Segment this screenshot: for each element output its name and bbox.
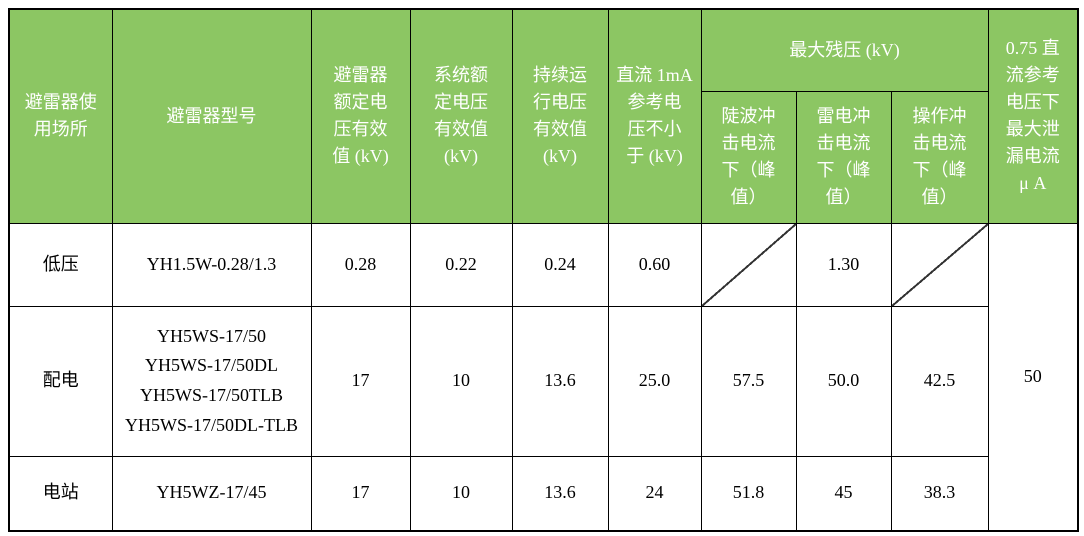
cell-switching: 42.5 (890, 305, 989, 457)
header-dc-1ma-reference-voltage: 直流 1mA 参考电 压不小 于 (kV) (607, 8, 702, 224)
cell-system-rated-voltage: 0.22 (409, 222, 513, 307)
cell-lightning: 45 (795, 455, 892, 532)
cell-steep-wave-na (700, 222, 797, 307)
cell-switching: 38.3 (890, 455, 989, 532)
cell-steep-wave: 57.5 (700, 305, 797, 457)
cell-switching-na (890, 222, 989, 307)
cell-system-rated-voltage: 10 (409, 305, 513, 457)
diagonal-slash (892, 224, 987, 305)
cell-continuous-operating-voltage: 13.6 (511, 305, 609, 457)
table-row-low-voltage: 低压 YH1.5W-0.28/1.3 0.28 0.22 0.24 0.60 1… (8, 222, 1079, 532)
cell-system-rated-voltage: 10 (409, 455, 513, 532)
header-system-rated-voltage: 系统额 定电压 有效值 (kV) (409, 8, 513, 224)
header-arrester-rated-voltage: 避雷器 额定电 压有效 值 (kV) (310, 8, 411, 224)
cell-dc-1ma: 25.0 (607, 305, 702, 457)
diagonal-slash (702, 224, 795, 305)
header-max-residual-voltage-group: 最大残压 (kV) (700, 8, 989, 92)
header-steep-wave-impulse: 陡波冲 击电流 下（峰 值） (700, 90, 797, 224)
header-lightning-impulse: 雷电冲 击电流 下（峰 值） (795, 90, 892, 224)
cell-continuous-operating-voltage: 13.6 (511, 455, 609, 532)
cell-model: YH5WS-17/50 YH5WS-17/50DL YH5WS-17/50TLB… (111, 305, 312, 457)
table-row-distribution: 配电 YH5WS-17/50 YH5WS-17/50DL YH5WS-17/50… (8, 305, 1078, 457)
table-row-station: 电站 YH5WZ-17/45 17 10 13.6 24 51.8 45 38.… (8, 455, 1078, 532)
header-switching-impulse: 操作冲 击电流 下（峰 值） (890, 90, 989, 224)
header-continuous-operating-voltage: 持续运 行电压 有效值 (kV) (511, 8, 609, 224)
cell-dc-1ma: 0.60 (607, 222, 702, 307)
cell-model: YH1.5W-0.28/1.3 (111, 222, 312, 307)
cell-location: 电站 (8, 455, 113, 532)
cell-dc-1ma: 24 (607, 455, 702, 532)
cell-arrester-rated-voltage: 17 (310, 455, 411, 532)
cell-lightning: 50.0 (795, 305, 892, 457)
cell-arrester-rated-voltage: 17 (310, 305, 411, 457)
header-leakage-current: 0.75 直 流参考 电压下 最大泄 漏电流 μ A (987, 8, 1079, 224)
cell-arrester-rated-voltage: 0.28 (310, 222, 411, 307)
cell-lightning: 1.30 (795, 222, 892, 307)
cell-leakage-current: 50 (987, 222, 1079, 532)
cell-location: 低压 (8, 222, 113, 307)
header-usage-location: 避雷器使 用场所 (8, 8, 113, 224)
cell-steep-wave: 51.8 (700, 455, 797, 532)
header-model: 避雷器型号 (111, 8, 312, 224)
cell-model: YH5WZ-17/45 (111, 455, 312, 532)
arrester-spec-table: 避雷器使 用场所 避雷器型号 避雷器 额定电 压有效 值 (kV) 系统额 定电… (8, 8, 1079, 532)
cell-continuous-operating-voltage: 0.24 (511, 222, 609, 307)
cell-location: 配电 (8, 305, 113, 457)
